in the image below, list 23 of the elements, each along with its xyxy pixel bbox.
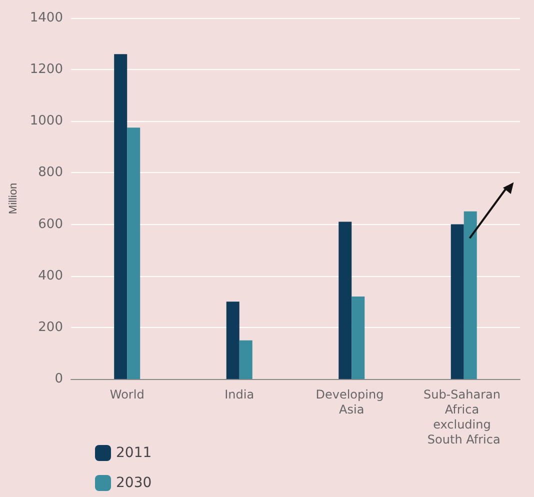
x-tick-label: Sub-Saharan Africa excluding South Africa [423,388,504,446]
y-tick-label: 800 [38,165,63,180]
y-tick-label: 1000 [30,114,63,129]
y-tick-label: 1200 [30,62,63,78]
bar [464,211,477,379]
bar [239,340,252,379]
y-tick-label: 200 [38,320,63,335]
y-tick-label: 400 [38,268,63,284]
bar [114,54,128,379]
y-tick-label: 1400 [30,10,63,26]
x-tick-label: World [110,388,144,402]
legend-label: 2011 [116,445,152,461]
bar [127,128,140,379]
y-axis-title: Million [8,182,20,214]
legend-label: 2030 [116,475,152,491]
bar [450,224,464,379]
bar [352,296,365,379]
y-tick-label: 0 [54,372,63,386]
bar [338,222,352,379]
x-tick-label: Developing Asia [316,388,388,416]
x-tick-label: India [224,388,254,402]
y-tick-label: 600 [38,216,63,232]
bar [226,302,240,379]
